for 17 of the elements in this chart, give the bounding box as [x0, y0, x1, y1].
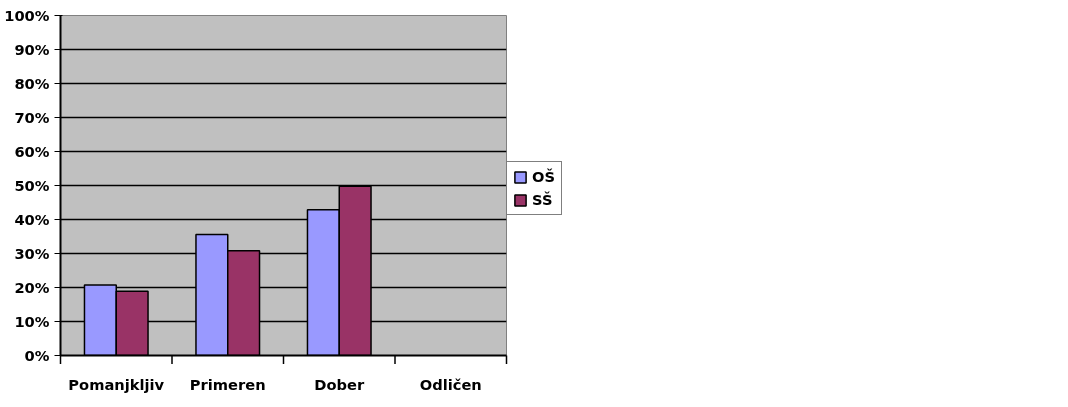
x-tick-label: Pomanjkljiv [68, 375, 165, 393]
y-tick-label: 90% [14, 41, 50, 58]
y-tick-label: 30% [14, 245, 50, 262]
y-tick-label: 60% [14, 143, 50, 160]
x-tick-label: Primeren [189, 375, 266, 393]
legend-label: SŠ [532, 191, 553, 208]
y-tick-label: 20% [14, 279, 50, 296]
y-tick-label: 10% [14, 313, 50, 330]
y-tick-label: 70% [14, 109, 50, 126]
x-tick-label: Odličen [419, 375, 482, 393]
legend-label: OŠ [532, 168, 556, 185]
y-tick-label: 100% [4, 7, 50, 24]
y-tick-label: 0% [24, 347, 50, 364]
x-tick-label: Dober [314, 375, 365, 393]
y-tick-label: 80% [14, 75, 50, 92]
y-tick-label: 40% [14, 211, 50, 228]
y-tick-label: 50% [14, 177, 50, 194]
